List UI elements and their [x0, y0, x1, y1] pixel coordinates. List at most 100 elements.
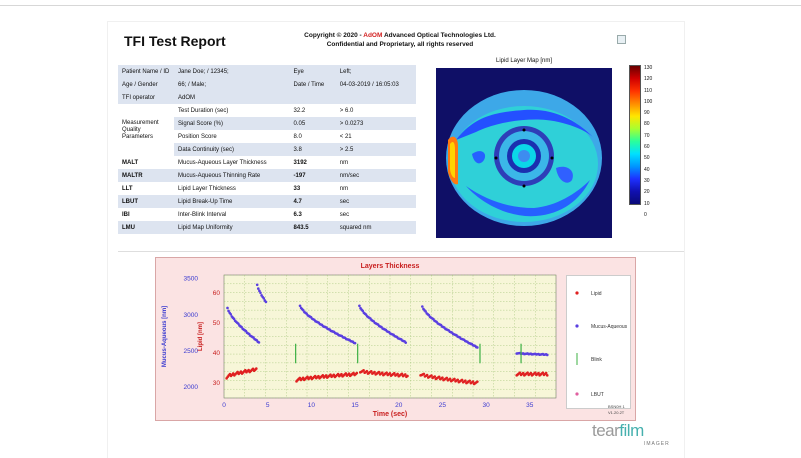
- lipid-point: [373, 370, 376, 374]
- info-cell-c1: IBI: [118, 208, 174, 221]
- lipid-point: [425, 373, 429, 377]
- quality-group-label: Parameters: [122, 133, 154, 140]
- info-row: MALTR Mucus-Aqueous Thinning Rate -197 nm/s…: [118, 169, 416, 182]
- logo-tear: tear: [592, 421, 620, 440]
- colorbar-tick-label: 130: [644, 65, 653, 71]
- lipid-point: [347, 372, 351, 375]
- info-cell-c2: Lipid Map Uniformity: [174, 221, 290, 234]
- mucus-aqueous-point: [421, 305, 424, 308]
- y-right-tick-label: 50: [213, 320, 221, 327]
- quality-group-label: Measurement: [122, 119, 159, 126]
- x-tick-label: 5: [266, 402, 270, 409]
- lipid-point: [313, 374, 317, 378]
- lipid-point: [533, 371, 537, 374]
- mucus-aqueous-point: [264, 300, 268, 304]
- lipid-point: [464, 379, 467, 383]
- info-cell-c2: Position Score: [174, 130, 290, 143]
- lipid-map-colorbar: [629, 65, 641, 205]
- info-cell-c2: AdOM: [174, 91, 290, 104]
- mucus-aqueous-point: [404, 341, 408, 344]
- lipid-point: [362, 369, 365, 372]
- lipid-point: [385, 371, 388, 374]
- colorbar-tick-label: 50: [644, 155, 650, 162]
- chart-title: Layers Thickness: [361, 263, 420, 270]
- info-row: LMU Lipid Map Uniformity 843.5 squared nm: [118, 221, 416, 234]
- lipid-map-title: Lipid Layer Map [nm]: [495, 58, 553, 64]
- lipid-point: [448, 377, 452, 381]
- confidential-note: Confidential and Proprietary, all rights…: [326, 41, 474, 48]
- info-row: Position Score 8.0 < 21: [118, 130, 416, 143]
- lipid-point: [301, 376, 305, 380]
- mucus-aqueous-point: [229, 312, 233, 316]
- lipid-point: [317, 374, 320, 378]
- lipid-layer-map: [436, 68, 612, 238]
- lipid-point: [340, 372, 343, 376]
- lipid-point: [545, 374, 549, 377]
- info-cell-c4: [335, 91, 416, 104]
- info-cell-c3: 3192: [289, 156, 336, 169]
- lipid-point: [537, 371, 540, 375]
- info-cell-c4: sec: [335, 195, 416, 208]
- colorbar-tick-label: 70: [644, 132, 650, 139]
- info-row: Age / Gender 66; / Male; Date / Time 04-03-…: [118, 78, 416, 91]
- lipid-point: [336, 372, 340, 376]
- mucus-aqueous-point: [259, 291, 262, 295]
- mucus-aqueous-point: [545, 353, 549, 357]
- legend-label: Lipid: [591, 291, 602, 297]
- x-tick-label: 20: [395, 402, 403, 409]
- lipid-point: [255, 367, 258, 370]
- colorbar-ticks: 130 120 110 100 90 80 70 60 50 40 30 20 10 0: [644, 63, 652, 221]
- info-cell-c3: 3.8: [289, 143, 336, 156]
- legend-label: Mucus-Aqueous: [591, 324, 628, 330]
- info-row: Measurement Quality Parameters Test Duratio…: [118, 104, 416, 156]
- lipid-point: [433, 375, 437, 378]
- colorbar-tick-label: 40: [644, 166, 650, 173]
- lipid-point: [518, 371, 522, 374]
- y-left-tick-label: 2500: [184, 348, 199, 355]
- info-row: Patient Name / ID Jane Doe; / 12345; Eye Le…: [118, 65, 416, 78]
- lipid-point: [471, 380, 475, 383]
- info-cell-c1: MALT: [118, 156, 174, 169]
- info-cell-c3: 843.5: [289, 221, 336, 234]
- info-cell-c2: 66; / Male;: [174, 78, 290, 91]
- info-cell-c3: 8.0: [289, 130, 336, 143]
- lipid-point: [453, 377, 456, 381]
- mucus-aqueous-point: [353, 341, 357, 345]
- info-cell-c2: Signal Score (%): [174, 117, 290, 130]
- layers-thickness-chart: Layers Thickness 0 5 10 15 20 25 30 35 2000 2500 30…: [155, 257, 636, 421]
- info-cell-c4: < 21: [335, 130, 416, 143]
- info-cell-c2: Lipid Break-Up Time: [174, 195, 290, 208]
- lipid-point: [321, 373, 325, 377]
- info-cell-c2: Test Duration (sec): [174, 104, 290, 117]
- y-left-tick-label: 2000: [184, 384, 199, 391]
- info-cell-c1: LMU: [118, 221, 174, 234]
- info-row: Data Continuity (sec) 3.8 > 2.5: [118, 143, 416, 156]
- patient-info-table: Patient Name / ID Jane Doe; / 12345; Eye Le…: [118, 65, 416, 234]
- quality-group-label: Quality: [122, 126, 141, 133]
- info-cell-c4: > 2.5: [335, 143, 416, 156]
- legend-label: Blink: [591, 357, 602, 363]
- broken-image-icon: [617, 35, 626, 44]
- report-title: TFI Test Report: [124, 33, 226, 49]
- info-row: TFI operator AdOM: [118, 91, 416, 104]
- y-right-tick-label: 60: [213, 290, 221, 297]
- tearfilm-logo: tearfilm: [592, 421, 644, 441]
- info-cell-c4: nm/sec: [335, 169, 416, 182]
- mucus-aqueous-point: [358, 304, 361, 308]
- colorbar-tick-label: 30: [644, 177, 650, 184]
- colorbar-tick-label: 100: [644, 98, 653, 105]
- lipid-point: [456, 378, 460, 382]
- info-row: Signal Score (%) 0.05 > 0.0273: [118, 117, 416, 130]
- x-tick-label: 35: [526, 402, 534, 409]
- lipid-point: [403, 373, 407, 376]
- lipid-point: [251, 367, 255, 371]
- lipid-point: [430, 374, 433, 377]
- lipid-point: [352, 371, 355, 375]
- info-cell-c3: 0.05: [289, 117, 336, 130]
- y-left-tick-label: 3500: [184, 276, 199, 283]
- lipid-point: [365, 369, 369, 373]
- lipid-point: [332, 373, 336, 377]
- colorbar-tick-label: 110: [644, 87, 652, 94]
- chart-legend: Lipid Mucus-Aqueous Blink LBUT: [566, 275, 631, 409]
- mucus-aqueous-point: [256, 287, 260, 290]
